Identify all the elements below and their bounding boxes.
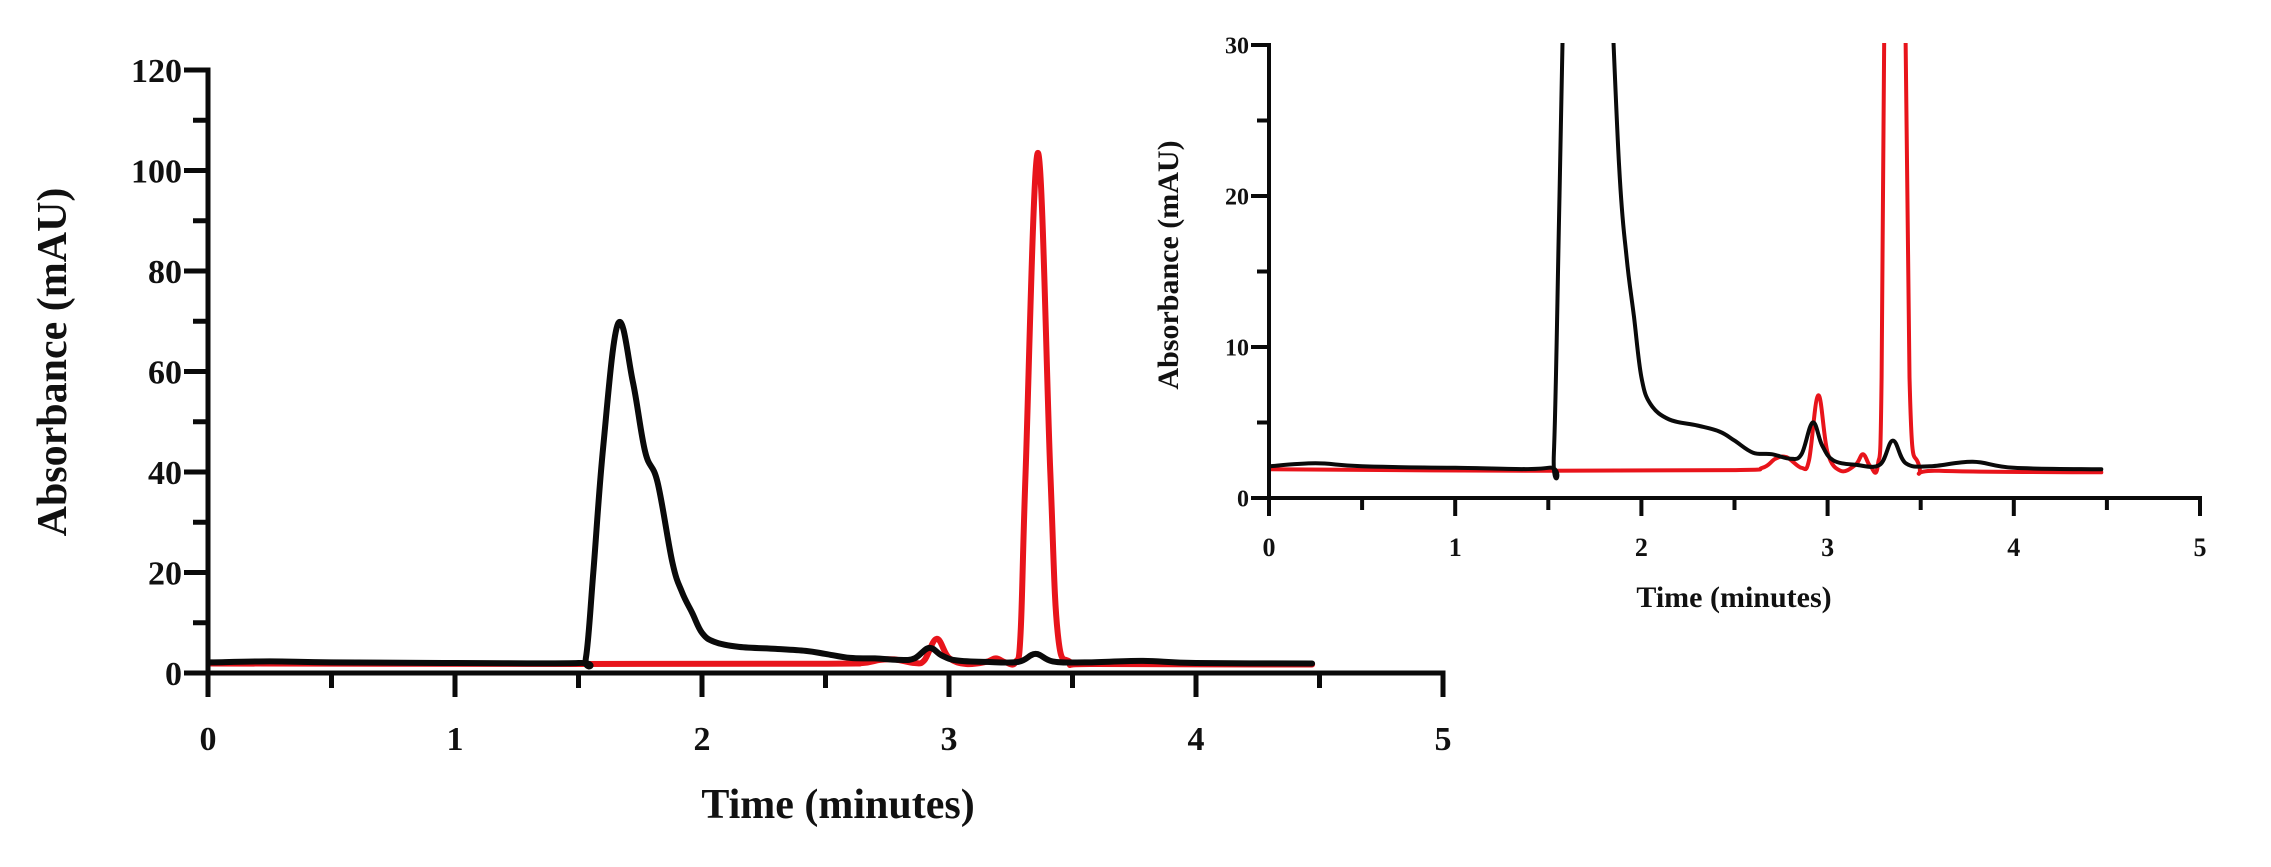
inset-x-tick-label: 2	[1635, 533, 1648, 562]
main-x-tick-label: 1	[447, 721, 464, 758]
inset-x-tick-label: 5	[2194, 533, 2207, 562]
main-x-tick-label: 3	[941, 721, 958, 758]
inset-black-trace	[1269, 43, 2104, 481]
inset-chart: 0 10 20 30 0 1 2 3 4 5 Time (minutes) Absorbance…	[1152, 33, 2207, 614]
main-y-axis-title: Absorbance (mAU)	[30, 188, 76, 537]
inset-y-axis: 0 10 20 30	[1225, 33, 1271, 516]
inset-x-tick-label: 4	[2007, 533, 2020, 562]
main-x-tick-label: 0	[200, 721, 217, 758]
main-x-tick-label: 5	[1435, 721, 1452, 758]
inset-red-trace	[1269, 43, 2104, 476]
main-red-trace	[208, 149, 1316, 668]
main-black-trace	[208, 318, 1316, 670]
inset-y-axis-title: Absorbance (mAU)	[1152, 140, 1185, 389]
main-x-tick-label: 4	[1188, 721, 1205, 758]
main-y-tick-label: 60	[148, 354, 182, 391]
inset-y-tick-label: 10	[1225, 335, 1249, 361]
inset-plot-area	[1269, 43, 2104, 481]
inset-x-tick-label: 3	[1821, 533, 1834, 562]
main-x-tick-label: 2	[694, 721, 711, 758]
main-y-tick-label: 40	[148, 455, 182, 492]
main-y-tick-label: 20	[148, 555, 182, 592]
inset-y-tick-label: 20	[1225, 184, 1249, 210]
main-y-axis: 0 20 40 60 80 100 120	[131, 53, 211, 697]
inset-x-tick-label: 1	[1449, 533, 1462, 562]
main-y-tick-label: 0	[165, 656, 182, 693]
main-y-tick-label: 120	[131, 53, 182, 90]
inset-x-tick-label: 0	[1263, 533, 1276, 562]
inset-y-tick-label: 0	[1237, 486, 1249, 512]
main-y-tick-label: 100	[131, 153, 182, 190]
main-plot-area	[208, 149, 1316, 670]
main-x-axis: 0 1 2 3 4 5	[200, 670, 1452, 758]
main-x-axis-title: Time (minutes)	[701, 782, 974, 828]
inset-x-axis-title: Time (minutes)	[1636, 581, 1831, 614]
main-y-tick-label: 80	[148, 254, 182, 291]
inset-y-tick-label: 30	[1225, 33, 1249, 59]
inset-x-axis: 0 1 2 3 4 5	[1263, 496, 2207, 562]
